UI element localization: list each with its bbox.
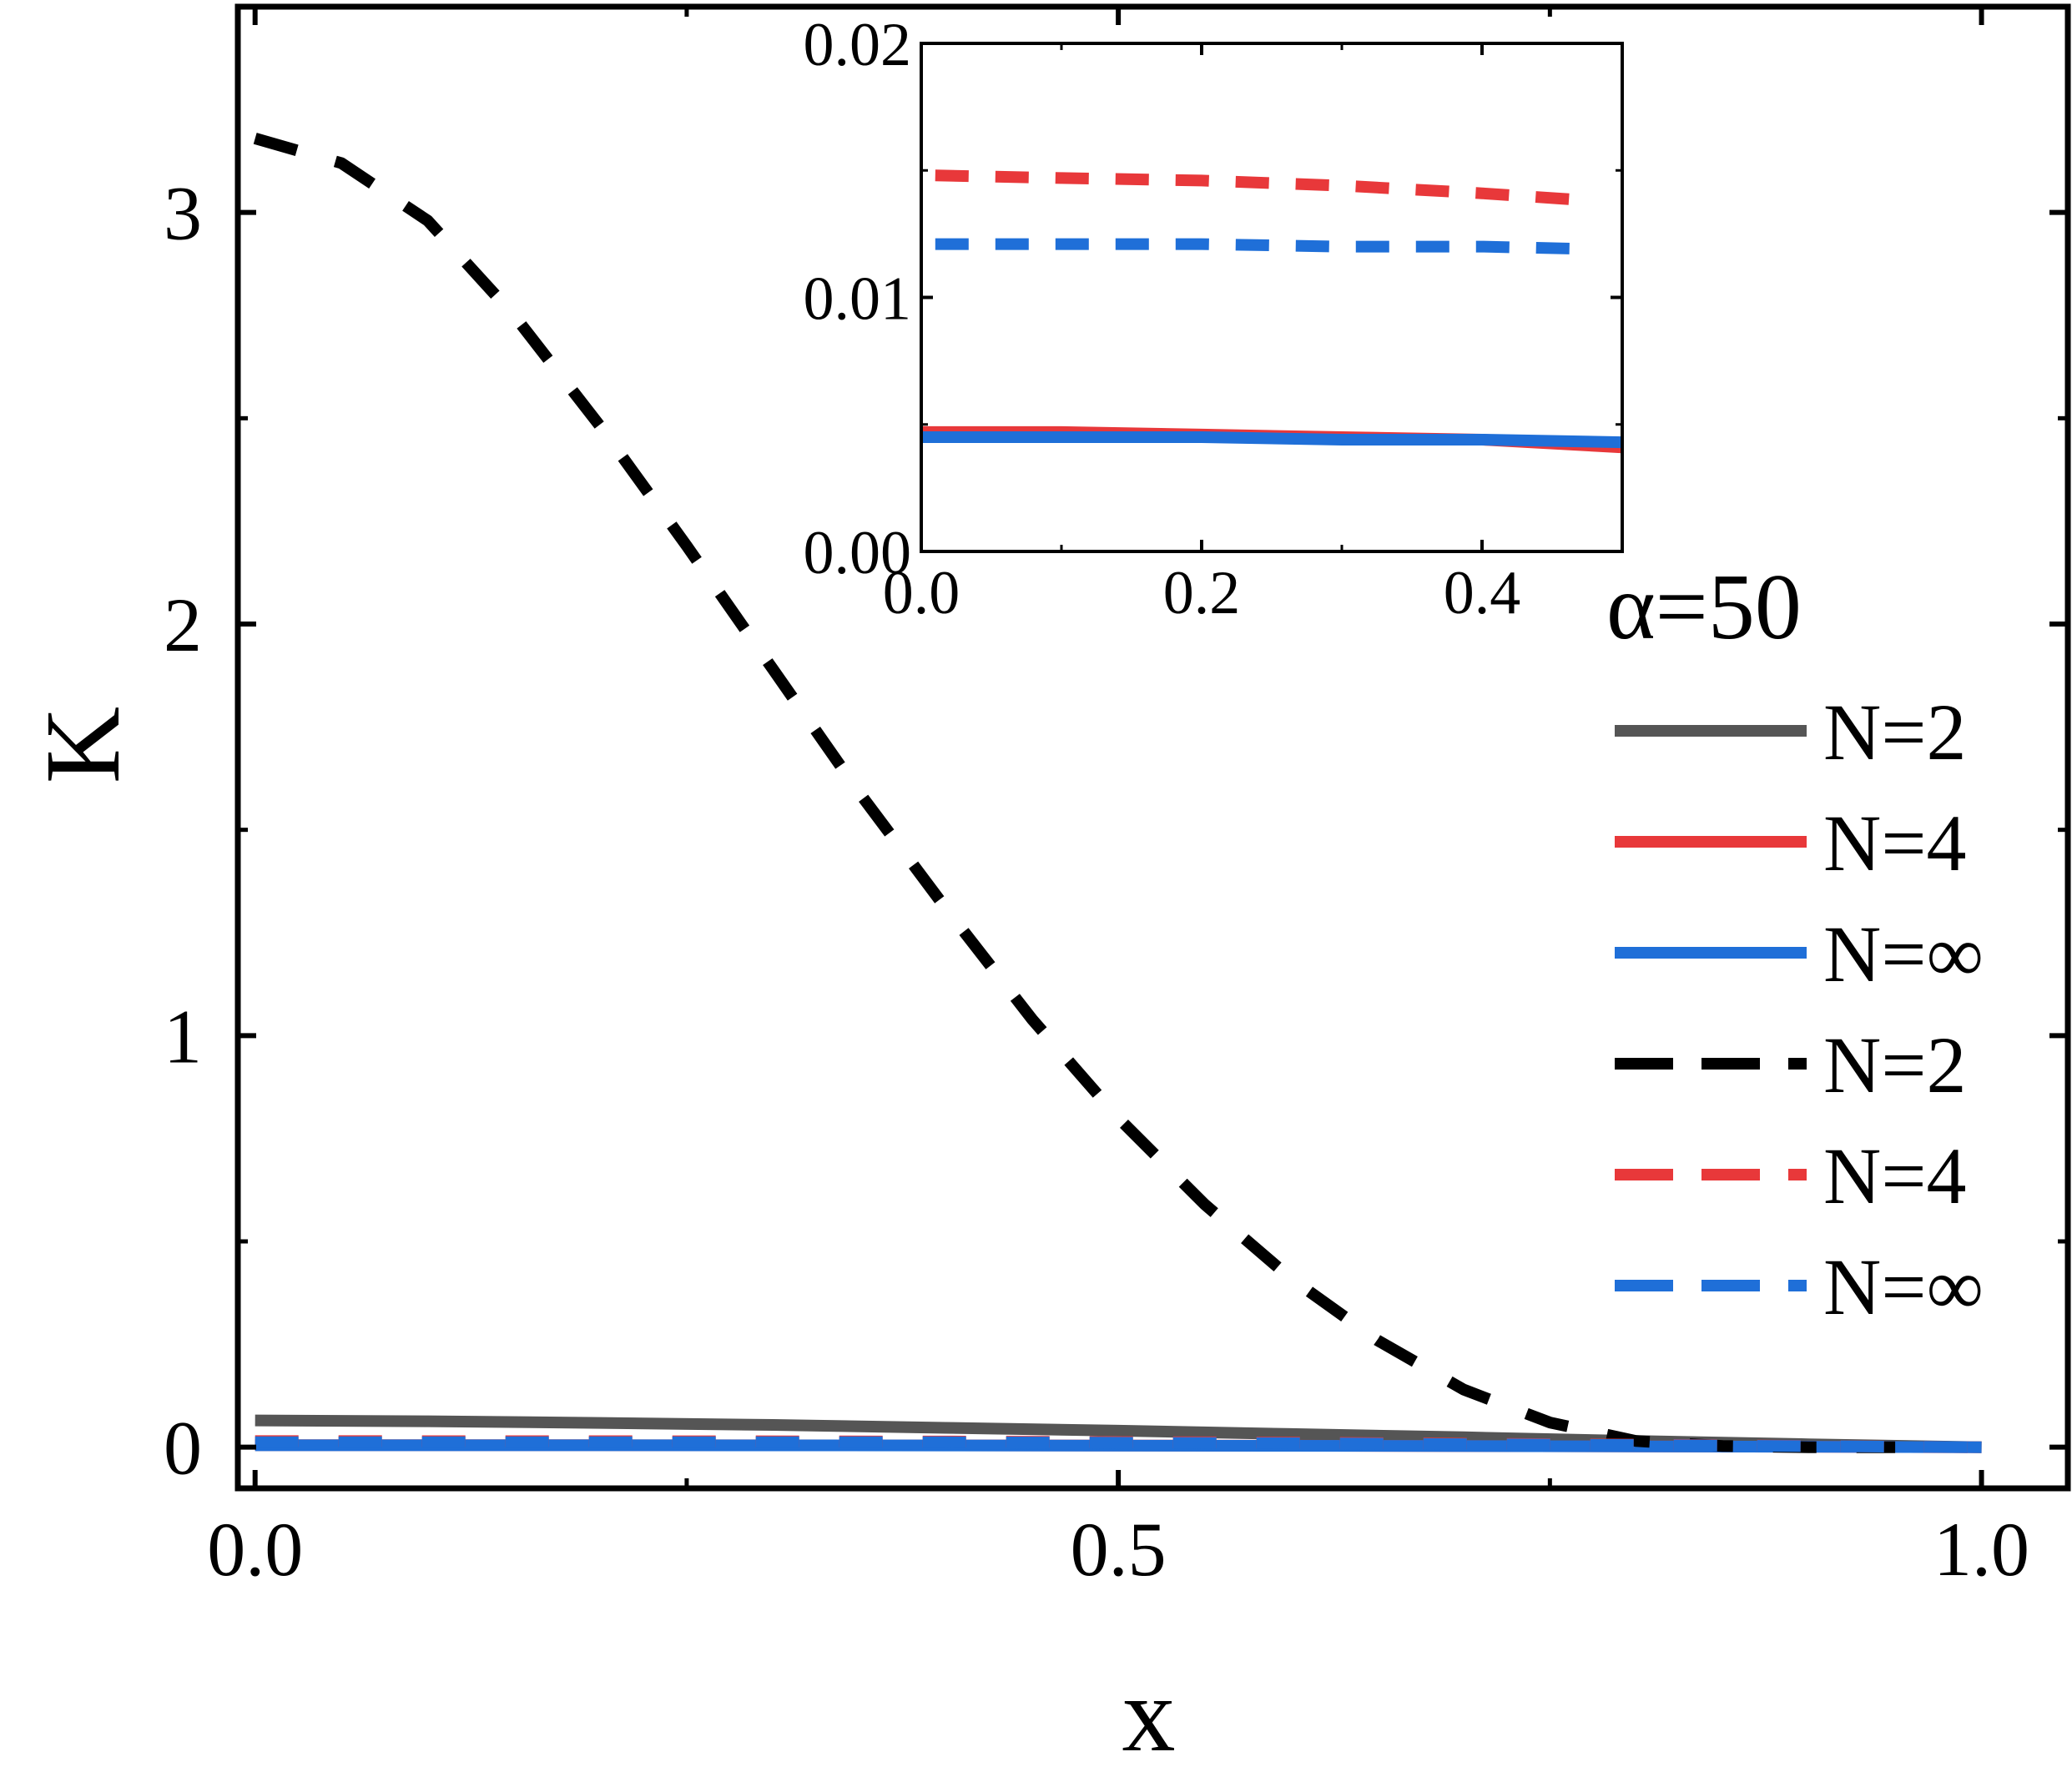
main-x-tick-label: 1.0 xyxy=(1933,1507,2029,1592)
inset-x-tick-label: 0.2 xyxy=(1163,559,1241,627)
inset-background xyxy=(921,43,1622,551)
main-x-tick-label: 0.0 xyxy=(207,1507,303,1592)
inset-series-3 xyxy=(935,238,1595,255)
main-x-tick-label: 0.5 xyxy=(1071,1507,1167,1592)
main-plot: 0.0 0.5 1.0 0 1 2 3 x K xyxy=(23,3,2071,1774)
main-y-tick-label: 2 xyxy=(164,582,202,667)
inset-series-2 xyxy=(935,169,1595,207)
inset-plot: 0.0 0.2 0.4 0.00 0.01 0.02 xyxy=(804,11,1624,627)
legend: α=50N=2N=4N=∞N=2N=4N=∞ xyxy=(1606,556,1984,1331)
legend-label-4: N=4 xyxy=(1823,1131,1966,1221)
main-y-tick-label: 1 xyxy=(164,994,202,1079)
inset-x-tick-label: 0.4 xyxy=(1444,559,1521,627)
main-plot-frame xyxy=(234,3,2071,1492)
legend-title: α=50 xyxy=(1606,556,1802,659)
inset-y-tick-label: 0.00 xyxy=(804,519,912,587)
main-y-tick-label: 3 xyxy=(164,171,202,256)
legend-label-5: N=∞ xyxy=(1823,1242,1984,1331)
main-series-5 xyxy=(255,1436,1982,1453)
inset-y-tick-label: 0.02 xyxy=(804,11,912,79)
legend-label-2: N=∞ xyxy=(1823,909,1984,999)
legend-label-1: N=4 xyxy=(1823,798,1966,888)
legend-label-0: N=2 xyxy=(1823,687,1966,777)
inset-y-tick-label: 0.01 xyxy=(804,265,912,334)
inset-series-1 xyxy=(921,431,1623,449)
legend-label-3: N=2 xyxy=(1823,1020,1966,1110)
y-axis-title: K xyxy=(23,707,142,783)
inset-x-tick-label: 0.0 xyxy=(883,559,960,627)
x-axis-title: x xyxy=(1122,1655,1176,1774)
main-y-tick-label: 0 xyxy=(164,1406,202,1491)
main-series-3 xyxy=(253,133,1896,1453)
